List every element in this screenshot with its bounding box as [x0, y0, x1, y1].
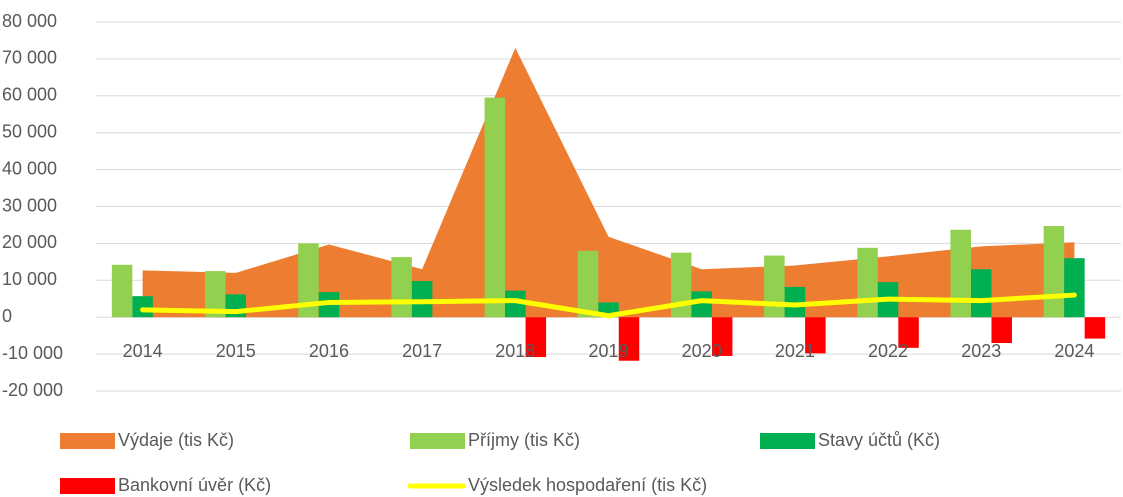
y-tick-label: 40 000 [2, 158, 57, 178]
x-tick-label: 2014 [123, 341, 163, 361]
x-tick-label: 2020 [682, 341, 722, 361]
x-tick-label: 2024 [1054, 341, 1094, 361]
bar [391, 257, 412, 318]
legend-swatch [60, 433, 115, 449]
bar [857, 247, 878, 318]
legend-label: Výdaje (tis Kč) [118, 430, 234, 450]
bar [764, 255, 785, 318]
bar [784, 286, 806, 318]
bar [991, 317, 1012, 344]
x-tick-label: 2019 [588, 341, 628, 361]
legend-swatch [410, 433, 465, 449]
x-tick-label: 2018 [495, 341, 535, 361]
bar [805, 317, 826, 354]
legend-label: Výsledek hospodaření (tis Kč) [468, 475, 707, 495]
y-tick-label: 70 000 [2, 48, 57, 68]
bar [1064, 258, 1085, 318]
y-tick-label: 60 000 [2, 85, 57, 105]
bar [298, 243, 319, 318]
y-tick-label: 80 000 [2, 11, 57, 31]
bar [505, 290, 526, 318]
bar [132, 296, 153, 318]
bar [950, 229, 971, 318]
legend-swatch [60, 478, 115, 494]
area [142, 47, 1075, 318]
bar [970, 269, 992, 318]
y-tick-label: 50 000 [2, 121, 57, 141]
x-tick-label: 2021 [775, 341, 815, 361]
bar [691, 291, 712, 318]
bar [111, 264, 133, 318]
bar [205, 271, 226, 318]
bar [618, 317, 640, 361]
y-tick-label: 10 000 [2, 269, 57, 289]
legend-label: Bankovní úvěr (Kč) [118, 475, 271, 495]
y-tick-label: 30 000 [2, 195, 57, 215]
x-tick-label: 2017 [402, 341, 442, 361]
x-tick-label: 2016 [309, 341, 349, 361]
bar [577, 250, 599, 318]
legend-label: Příjmy (tis Kč) [468, 430, 580, 450]
x-tick-label: 2023 [961, 341, 1001, 361]
bar [525, 317, 547, 358]
y-tick-label: 20 000 [2, 232, 57, 252]
bar [1084, 317, 1106, 339]
x-tick-label: 2022 [868, 341, 908, 361]
legend-swatch [760, 433, 815, 449]
bar [1043, 226, 1065, 318]
bar [484, 97, 506, 318]
bar [898, 317, 919, 348]
bar [411, 281, 433, 318]
x-tick-label: 2015 [216, 341, 256, 361]
legend-label: Stavy účtů (Kč) [818, 430, 940, 450]
line [140, 292, 1077, 319]
bar [711, 317, 733, 356]
y-tick-label: 0 [2, 306, 12, 326]
y-tick-label: -10 000 [2, 343, 63, 363]
y-tick-label: -20 000 [2, 380, 63, 400]
